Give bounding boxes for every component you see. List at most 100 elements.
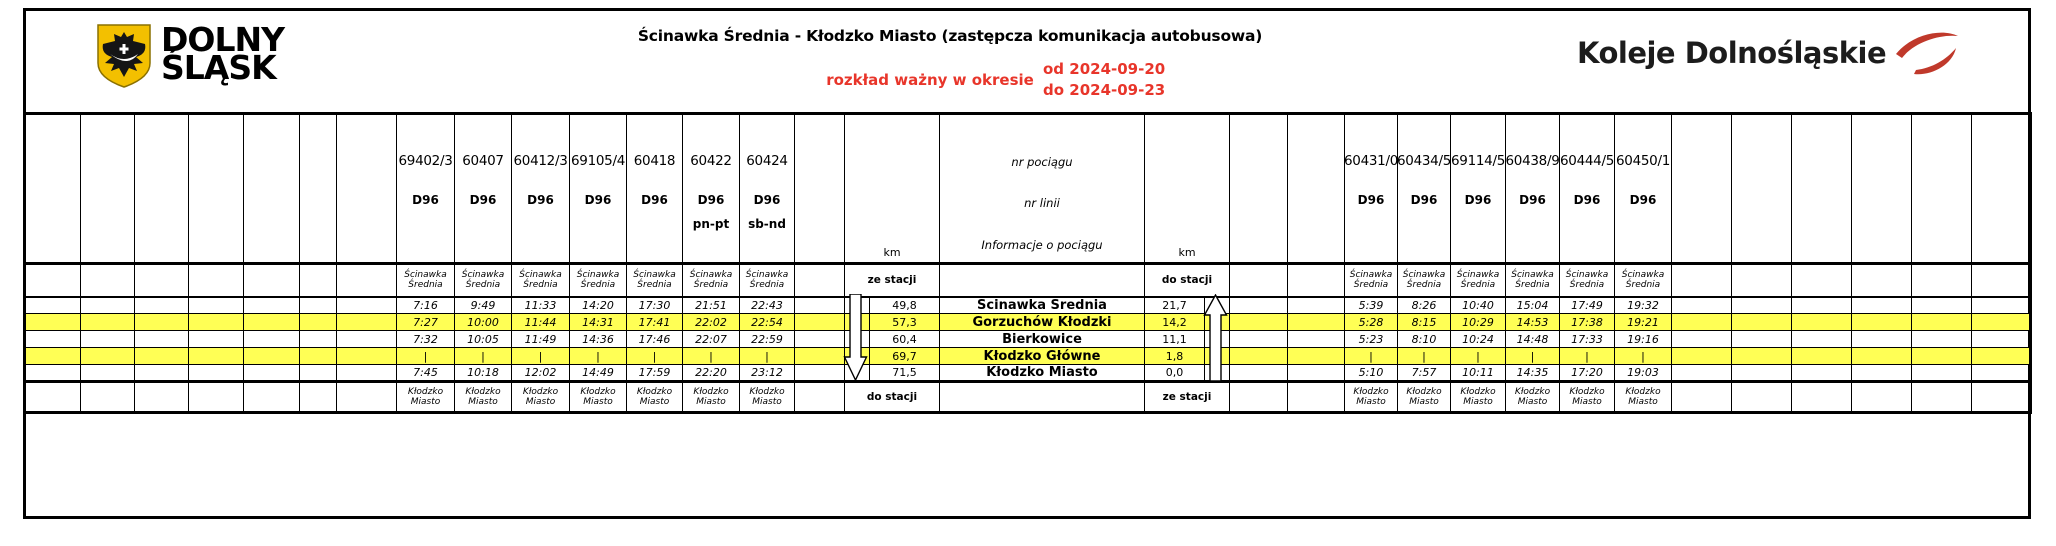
train-info-label: Informacje o pociągu — [981, 238, 1103, 252]
empty-cell — [1287, 330, 1345, 348]
time-cell: 5:28 — [1344, 313, 1398, 331]
empty-cell — [1671, 347, 1732, 365]
empty-cell — [243, 381, 300, 414]
train-column-header: 60412/3 D96 — [511, 113, 570, 264]
time-cell: 17:46 — [626, 330, 683, 348]
empty-cell — [1287, 113, 1345, 264]
empty-cell — [243, 347, 300, 365]
empty-cell — [794, 296, 845, 314]
empty-cell — [1671, 113, 1732, 264]
column-destination-station: Kłodzko Miasto — [1614, 381, 1672, 414]
timetable: 69402/3 D96 60407 D96 60412/3 D96 69105/4 D9… — [23, 112, 2032, 414]
time-cell: 7:45 — [396, 364, 455, 383]
line-number: D96 — [1629, 193, 1657, 207]
time-cell: 9:49 — [454, 296, 512, 314]
column-destination-station: Kłodzko Miasto — [1397, 381, 1451, 414]
km-value: 11,1 — [1144, 330, 1205, 348]
empty-cell — [24, 364, 81, 383]
station-row: 7:32 10:05 11:49 14:36 17:46 22:07 22:59… — [24, 330, 2031, 348]
empty-cell — [1731, 364, 1792, 383]
km-header-outbound: km — [844, 113, 940, 264]
train-number: 60444/5 — [1560, 153, 1614, 169]
empty-cell — [80, 113, 135, 264]
time-cell: 22:02 — [682, 313, 740, 331]
dolny-slask-crest-icon — [97, 24, 151, 88]
column-destination-station: Kłodzko Miasto — [1559, 381, 1615, 414]
time-cell: 21:51 — [682, 296, 740, 314]
empty-cell — [1731, 296, 1792, 314]
service-days: sb-nd — [748, 217, 786, 231]
train-number-label: nr pociągu — [1011, 155, 1073, 169]
empty-cell — [1911, 364, 1972, 383]
empty-cell — [1671, 262, 1732, 298]
line-number: D96 — [753, 193, 781, 207]
station-name: Kłodzko Główne — [939, 347, 1145, 365]
column-destination-station: Kłodzko Miasto — [396, 381, 455, 414]
empty-cell — [299, 347, 337, 365]
empty-cell — [1287, 381, 1345, 414]
time-cell: 10:18 — [454, 364, 512, 383]
km-value: 1,8 — [1144, 347, 1205, 365]
time-cell: 22:43 — [739, 296, 795, 314]
empty-cell — [80, 262, 135, 298]
km-value: 57,3 — [869, 313, 940, 331]
time-cell: 10:24 — [1450, 330, 1506, 348]
empty-cell — [134, 381, 189, 414]
train-column-header: 60418 D96 — [626, 113, 683, 264]
time-cell: 14:48 — [1505, 330, 1560, 348]
from-station-label: ze stacji — [844, 262, 940, 298]
line-number: D96 — [527, 193, 554, 207]
to-station-label: do stacji — [844, 381, 940, 414]
train-column-header: 69402/3 D96 — [396, 113, 455, 264]
empty-cell — [243, 313, 300, 331]
train-column-header: 60424 D96 sb-nd — [739, 113, 795, 264]
no-stop-mark: | — [1505, 347, 1560, 365]
empty-cell — [24, 347, 81, 365]
empty-cell — [134, 262, 189, 298]
train-number: 60418 — [633, 153, 676, 169]
line-number: D96 — [697, 193, 725, 207]
time-cell: 23:12 — [739, 364, 795, 383]
empty-cell — [80, 347, 135, 365]
column-origin-station: Ścinawka Średnia — [1559, 262, 1615, 298]
empty-cell — [1851, 347, 1912, 365]
no-stop-mark: | — [1614, 347, 1672, 365]
empty-cell — [1671, 330, 1732, 348]
empty-cell — [1671, 364, 1732, 383]
column-origin-station: Ścinawka Średnia — [682, 262, 740, 298]
empty-cell — [1287, 364, 1345, 383]
column-destination-station: Kłodzko Miasto — [511, 381, 570, 414]
km-value: 49,8 — [869, 296, 940, 314]
train-column-header: 69114/5 D96 — [1450, 113, 1506, 264]
no-stop-mark: | — [1344, 347, 1398, 365]
direction-up-arrow-icon — [1203, 294, 1228, 382]
empty-cell — [794, 262, 845, 298]
time-cell: 11:33 — [511, 296, 570, 314]
empty-cell — [794, 113, 845, 264]
empty-cell — [1971, 296, 2031, 314]
page-title: Ścinawka Średnia - Kłodzko Miasto (zastę… — [637, 27, 1263, 45]
column-destination-station: Kłodzko Miasto — [1505, 381, 1560, 414]
empty-cell — [1731, 313, 1792, 331]
empty-cell — [1287, 347, 1345, 365]
train-column-header: 60407 D96 — [454, 113, 512, 264]
empty-cell — [24, 330, 81, 348]
time-cell: 10:29 — [1450, 313, 1506, 331]
train-number: 69105/4 — [571, 153, 625, 169]
column-destination-station: Kłodzko Miasto — [569, 381, 627, 414]
empty-cell — [1851, 262, 1912, 298]
time-cell: 7:57 — [1397, 364, 1451, 383]
empty-cell — [299, 113, 337, 264]
time-cell: 14:20 — [569, 296, 627, 314]
empty-cell — [80, 381, 135, 414]
empty-cell — [134, 296, 189, 314]
empty-cell — [794, 313, 845, 331]
line-number: D96 — [1464, 193, 1492, 207]
train-number: 69114/5 — [1451, 153, 1505, 169]
km-header-inbound: km — [1144, 113, 1230, 264]
column-origin-station: Ścinawka Średnia — [739, 262, 795, 298]
empty-cell — [336, 347, 397, 365]
line-number-label: nr linii — [1024, 196, 1060, 210]
time-cell: 8:26 — [1397, 296, 1451, 314]
station-row-highlighted: | | | | | | | 69,7 Kłodzko Główne 1,8 | … — [24, 347, 2031, 365]
